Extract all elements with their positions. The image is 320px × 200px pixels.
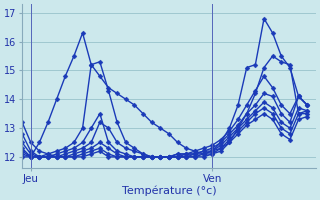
X-axis label: Température (°c): Température (°c) xyxy=(122,185,216,196)
